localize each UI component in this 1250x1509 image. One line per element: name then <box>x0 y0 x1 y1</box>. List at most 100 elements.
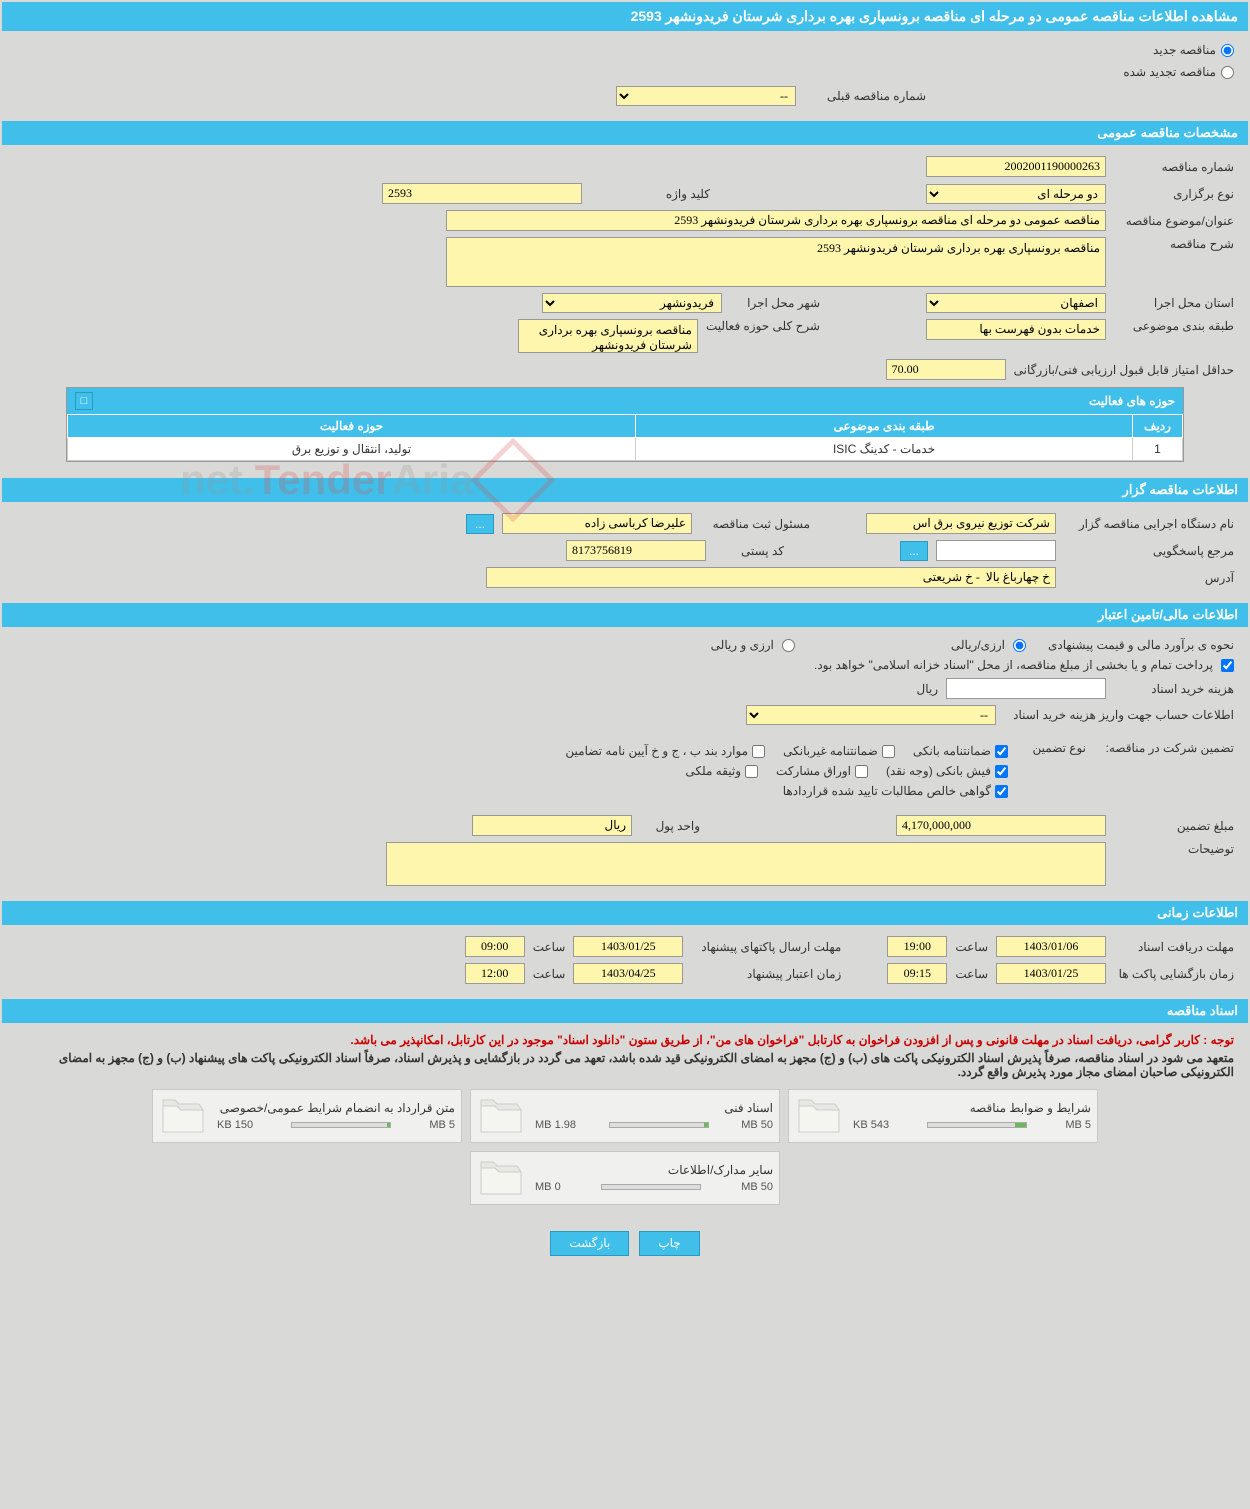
time-label-2: ساعت <box>533 940 566 954</box>
g-amount-input[interactable] <box>896 815 1106 836</box>
method-label: نحوه ی برآورد مالی و قیمت پیشنهادی <box>1034 638 1234 652</box>
time-label-3: ساعت <box>955 967 988 981</box>
type-select[interactable]: دو مرحله ای <box>926 184 1106 204</box>
org-input[interactable] <box>866 513 1056 534</box>
opening-date[interactable] <box>996 963 1106 984</box>
opening-time[interactable] <box>887 963 947 984</box>
chk-bank-receipt[interactable] <box>995 765 1008 778</box>
subject-input[interactable] <box>446 210 1106 231</box>
radio-fx[interactable] <box>782 639 795 652</box>
file-card[interactable]: شرایط و ضوابط مناقصه 5 MB 543 KB <box>788 1089 1098 1143</box>
radio-rls[interactable] <box>1013 639 1026 652</box>
doc-deadline-label: مهلت دریافت اسناد <box>1114 940 1234 954</box>
person-input[interactable] <box>502 513 692 534</box>
cost-input[interactable] <box>946 678 1106 699</box>
folder-icon <box>795 1096 843 1136</box>
activity-desc-input[interactable]: مناقصه برونسپاری بهره برداری شرستان فرید… <box>518 319 698 353</box>
col-category: طبقه بندی موضوعی <box>636 415 1133 438</box>
radio-new-tender[interactable] <box>1221 44 1234 57</box>
file-name: سایر مدارک/اطلاعات <box>535 1163 773 1177</box>
postal-input[interactable] <box>566 540 706 561</box>
prev-tender-select[interactable]: -- <box>616 86 796 106</box>
person-label: مسئول ثبت مناقصه <box>700 517 810 531</box>
currency-input[interactable] <box>472 815 632 836</box>
back-button[interactable]: بازگشت <box>550 1231 629 1256</box>
time-label-1: ساعت <box>955 940 988 954</box>
opening-label: زمان بازگشایی پاکت ها <box>1114 967 1234 981</box>
file-name: شرایط و ضوابط مناقصه <box>853 1101 1091 1115</box>
items-bpj-label: موارد بند ب ، ج و خ آیین نامه تضامین <box>565 744 748 758</box>
province-select[interactable]: اصفهان <box>926 293 1106 313</box>
keyword-input[interactable] <box>382 183 582 204</box>
file-card[interactable]: اسناد فنی50 MB1.98 MB <box>470 1089 780 1143</box>
file-total: 5 MB <box>1065 1119 1091 1131</box>
envelope-date[interactable] <box>573 936 683 957</box>
province-label: استان محل اجرا <box>1114 296 1234 310</box>
file-card[interactable]: متن قرارداد به انضمام شرایط عمومی/خصوصی5… <box>152 1089 462 1143</box>
validity-date[interactable] <box>573 963 683 984</box>
file-used: 1.98 MB <box>535 1119 576 1131</box>
section-docs: اسناد مناقصه <box>2 999 1248 1023</box>
org-label: نام دستگاه اجرایی مناقصه گزار <box>1064 517 1234 531</box>
city-select[interactable]: فریدونشهر <box>542 293 722 313</box>
file-total: 50 MB <box>741 1181 773 1193</box>
keyword-label: کلید واژه <box>590 187 710 201</box>
contact-input[interactable] <box>936 540 1056 561</box>
collapse-icon[interactable]: □ <box>75 392 93 410</box>
prev-tender-label: شماره مناقصه قبلی <box>806 89 926 103</box>
contract-cert-label: گواهی خالص مطالبات تایید شده قراردادها <box>783 784 991 798</box>
participation-label: اوراق مشارکت <box>776 764 851 778</box>
bank-receipt-label: فیش بانکی (وجه نقد) <box>886 764 991 778</box>
cell-activity: تولید، انتقال و توزیع برق <box>68 438 636 461</box>
tender-no-input[interactable] <box>926 156 1106 177</box>
section-organizer: اطلاعات مناقصه گزار <box>2 478 1248 502</box>
chk-participation[interactable] <box>855 765 868 778</box>
account-select[interactable]: -- <box>746 705 996 725</box>
bank-guarantee-label: ضمانتنامه بانکی <box>913 744 991 758</box>
category-input[interactable] <box>926 319 1106 340</box>
min-score-label: حداقل امتیاز قابل قبول ارزیابی فنی/بازرگ… <box>1014 363 1234 377</box>
g-amount-label: مبلغ تضمین <box>1114 819 1234 833</box>
chk-treasury-note[interactable] <box>1221 659 1234 672</box>
print-button[interactable]: چاپ <box>639 1231 699 1256</box>
file-total: 50 MB <box>741 1119 773 1131</box>
address-label: آدرس <box>1064 571 1234 585</box>
radio-renewed-tender[interactable] <box>1221 66 1234 79</box>
contact-more-btn[interactable]: ... <box>900 541 928 561</box>
file-used: 543 KB <box>853 1119 889 1131</box>
person-more-btn[interactable]: ... <box>466 514 494 534</box>
desc-textarea[interactable]: مناقصه برونسپاری بهره برداری شرستان فرید… <box>446 237 1106 287</box>
chk-bank-guarantee[interactable] <box>995 745 1008 758</box>
property-label: وثیقه ملکی <box>685 764 741 778</box>
cell-category: خدمات - کدینگ ISIC <box>636 438 1133 461</box>
file-used: 0 MB <box>535 1181 561 1193</box>
doc-deadline-date[interactable] <box>996 936 1106 957</box>
radio-renewed-label: مناقصه تجدید شده <box>1123 65 1216 79</box>
folder-icon <box>477 1096 525 1136</box>
address-input[interactable] <box>486 567 1056 588</box>
min-score-input[interactable] <box>886 359 1006 380</box>
table-row: 1 خدمات - کدینگ ISIC تولید، انتقال و توز… <box>68 438 1183 461</box>
chk-property[interactable] <box>745 765 758 778</box>
remarks-textarea[interactable] <box>386 842 1106 886</box>
chk-contract-cert[interactable] <box>995 785 1008 798</box>
remarks-label: توضیحات <box>1114 842 1234 856</box>
file-card[interactable]: سایر مدارک/اطلاعات 50 MB 0 MB <box>470 1151 780 1205</box>
currency-label: واحد پول <box>640 819 700 833</box>
nonbank-guarantee-label: ضمانتنامه غیربانکی <box>783 744 878 758</box>
chk-items-bpj[interactable] <box>752 745 765 758</box>
chk-nonbank-guarantee[interactable] <box>882 745 895 758</box>
activity-desc-label: شرح کلی حوزه فعالیت <box>706 319 820 333</box>
category-label: طبقه بندی موضوعی <box>1114 319 1234 333</box>
city-label: شهر محل اجرا <box>730 296 820 310</box>
radio-new-label: مناقصه جدید <box>1153 43 1216 57</box>
envelope-time[interactable] <box>465 936 525 957</box>
col-activity: حوزه فعالیت <box>68 415 636 438</box>
col-row: ردیف <box>1133 415 1183 438</box>
treasury-note-text: پرداخت تمام و یا بخشی از مبلغ مناقصه، از… <box>814 658 1213 672</box>
section-general-spec: مشخصات مناقصه عمومی <box>2 121 1248 145</box>
validity-time[interactable] <box>465 963 525 984</box>
tender-no-label: شماره مناقصه <box>1114 160 1234 174</box>
doc-deadline-time[interactable] <box>887 936 947 957</box>
folder-icon <box>159 1096 207 1136</box>
